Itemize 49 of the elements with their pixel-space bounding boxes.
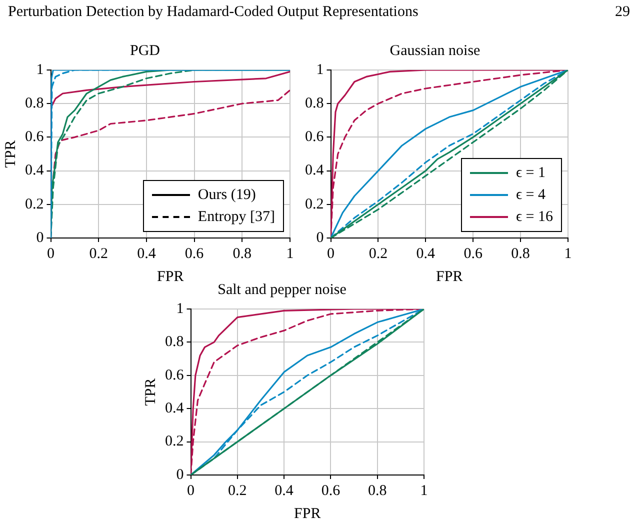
x-tick-label: 1 — [286, 246, 294, 262]
x-tick-label: 1 — [420, 482, 428, 499]
legend-label: ϵ = 4 — [516, 186, 546, 205]
y-tick-label: 0 — [36, 230, 44, 246]
x-axis-title: FPR — [436, 268, 463, 285]
chart-title: Salt and pepper noise — [218, 282, 347, 298]
x-axis-title: FPR — [294, 506, 321, 522]
x-tick-label: 0.2 — [228, 482, 247, 499]
x-axis-title: FPR — [157, 268, 184, 285]
x-tick-label: 0.4 — [416, 246, 436, 262]
y-tick-label: 1 — [316, 62, 324, 78]
x-tick-label: 0.6 — [464, 246, 483, 262]
x-tick-label: 0.2 — [368, 246, 388, 262]
x-tick-label: 0.2 — [89, 246, 108, 262]
y-tick-label: 0.6 — [165, 367, 184, 384]
x-tick-label: 0.8 — [368, 482, 387, 499]
y-tick-label: 0.4 — [165, 400, 184, 417]
chart-title: PGD — [130, 42, 160, 59]
y-tick-label: 0.6 — [305, 129, 324, 146]
x-tick-label: 0 — [187, 482, 194, 499]
y-tick-label: 1 — [36, 62, 44, 78]
x-tick-label: 0.8 — [511, 246, 530, 262]
legend-label: Ours (19) — [198, 186, 256, 205]
y-tick-label: 0.8 — [305, 96, 324, 112]
y-tick-label: 0.2 — [305, 196, 324, 212]
text: Perturbation Detection by Hadamard-Coded Output Representations — [8, 4, 418, 21]
x-tick-label: 0.8 — [232, 246, 252, 262]
legend-label: ϵ = 1 — [516, 164, 546, 183]
text: 29 — [615, 4, 630, 21]
y-axis-title: TPR — [142, 378, 159, 406]
y-tick-label: 0.2 — [25, 196, 44, 212]
y-tick-label: 0.8 — [165, 334, 184, 350]
x-tick-label: 0 — [47, 246, 54, 262]
y-tick-label: 0 — [316, 230, 324, 246]
y-tick-label: 1 — [176, 300, 184, 317]
y-tick-label: 0.4 — [305, 162, 324, 179]
x-tick-label: 0.4 — [137, 246, 156, 262]
y-tick-label: 0.4 — [25, 162, 44, 179]
y-tick-label: 0.6 — [25, 129, 44, 146]
y-tick-label: 0.2 — [165, 434, 184, 450]
y-tick-label: 0 — [176, 466, 184, 483]
chart-title: Gaussian noise — [390, 42, 481, 59]
legend-label: ϵ = 16 — [516, 208, 553, 227]
x-tick-label: 0 — [327, 246, 334, 262]
x-tick-label: 0.4 — [274, 482, 294, 499]
y-tick-label: 0.8 — [25, 96, 44, 112]
x-tick-label: 1 — [564, 246, 572, 262]
y-axis-title: TPR — [2, 140, 19, 168]
legend-label: Entropy [37] — [198, 208, 275, 227]
